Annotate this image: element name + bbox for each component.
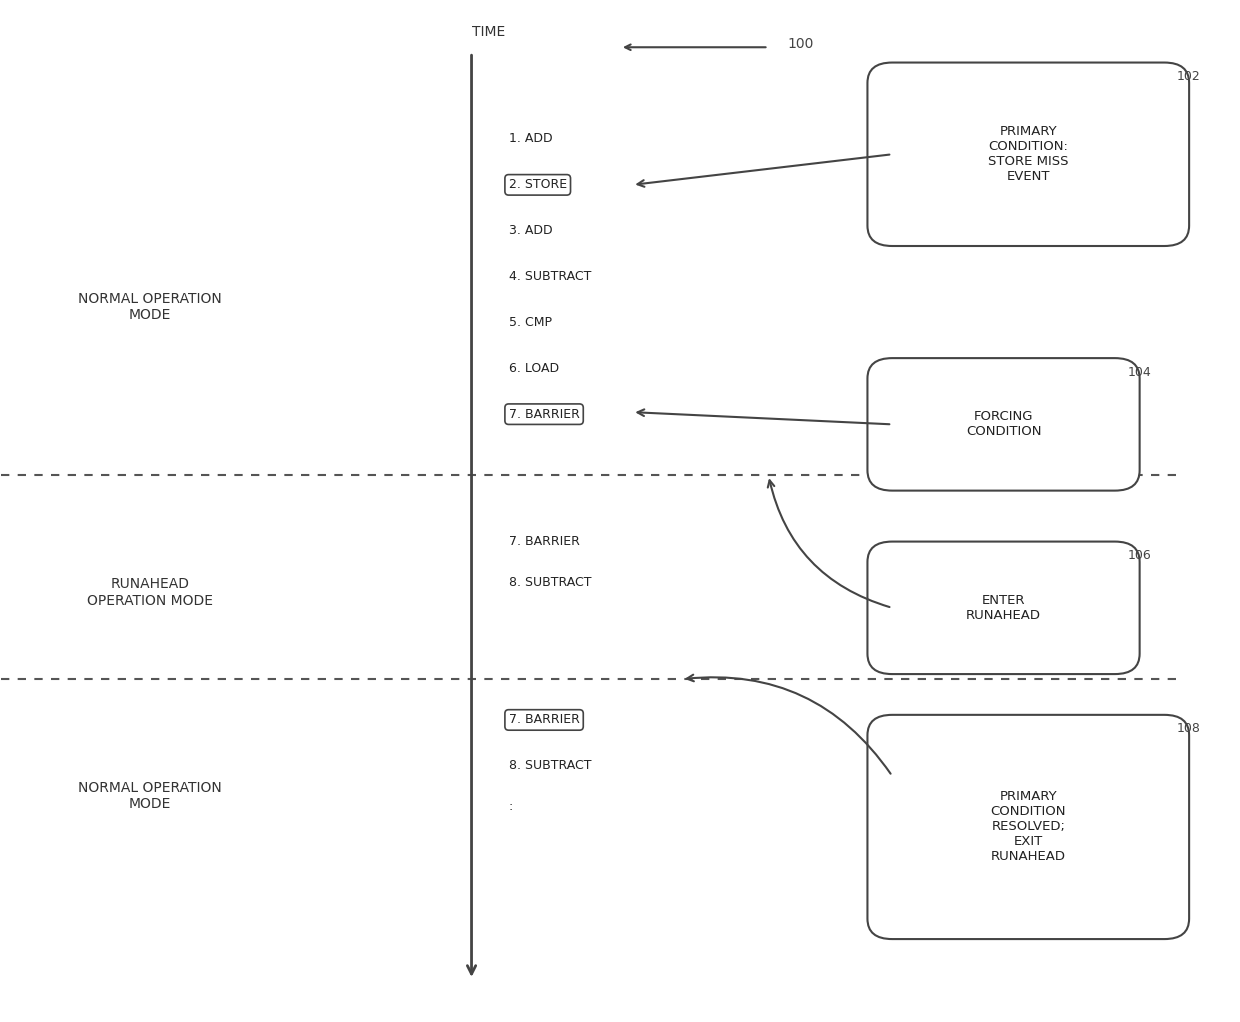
Text: 8. SUBTRACT: 8. SUBTRACT xyxy=(508,575,591,589)
Text: 5. CMP: 5. CMP xyxy=(508,316,552,329)
Text: TIME: TIME xyxy=(471,25,505,39)
Text: 7. BARRIER: 7. BARRIER xyxy=(508,408,579,421)
Text: FORCING
CONDITION: FORCING CONDITION xyxy=(966,411,1042,438)
Text: NORMAL OPERATION
MODE: NORMAL OPERATION MODE xyxy=(78,292,222,322)
Text: 104: 104 xyxy=(1127,366,1151,378)
Text: PRIMARY
CONDITION:
STORE MISS
EVENT: PRIMARY CONDITION: STORE MISS EVENT xyxy=(988,126,1069,183)
Text: NORMAL OPERATION
MODE: NORMAL OPERATION MODE xyxy=(78,781,222,811)
FancyBboxPatch shape xyxy=(868,542,1140,675)
Text: 6. LOAD: 6. LOAD xyxy=(508,362,559,375)
Text: 4. SUBTRACT: 4. SUBTRACT xyxy=(508,270,591,283)
Text: 3. ADD: 3. ADD xyxy=(508,224,552,237)
Text: ENTER
RUNAHEAD: ENTER RUNAHEAD xyxy=(966,594,1042,621)
Text: 2. STORE: 2. STORE xyxy=(508,179,567,191)
Text: 8. SUBTRACT: 8. SUBTRACT xyxy=(508,759,591,773)
Text: 102: 102 xyxy=(1177,69,1200,83)
Text: :: : xyxy=(508,800,513,814)
Text: 100: 100 xyxy=(787,37,813,51)
Text: 7. BARRIER: 7. BARRIER xyxy=(508,713,579,727)
Text: RUNAHEAD
OPERATION MODE: RUNAHEAD OPERATION MODE xyxy=(87,577,213,608)
Text: 106: 106 xyxy=(1127,549,1151,562)
FancyBboxPatch shape xyxy=(868,62,1189,246)
FancyBboxPatch shape xyxy=(868,358,1140,491)
FancyBboxPatch shape xyxy=(868,714,1189,939)
Text: 1. ADD: 1. ADD xyxy=(508,133,552,145)
Text: PRIMARY
CONDITION
RESOLVED;
EXIT
RUNAHEAD: PRIMARY CONDITION RESOLVED; EXIT RUNAHEA… xyxy=(991,790,1066,864)
Text: 108: 108 xyxy=(1177,723,1200,735)
Text: 7. BARRIER: 7. BARRIER xyxy=(508,536,579,548)
